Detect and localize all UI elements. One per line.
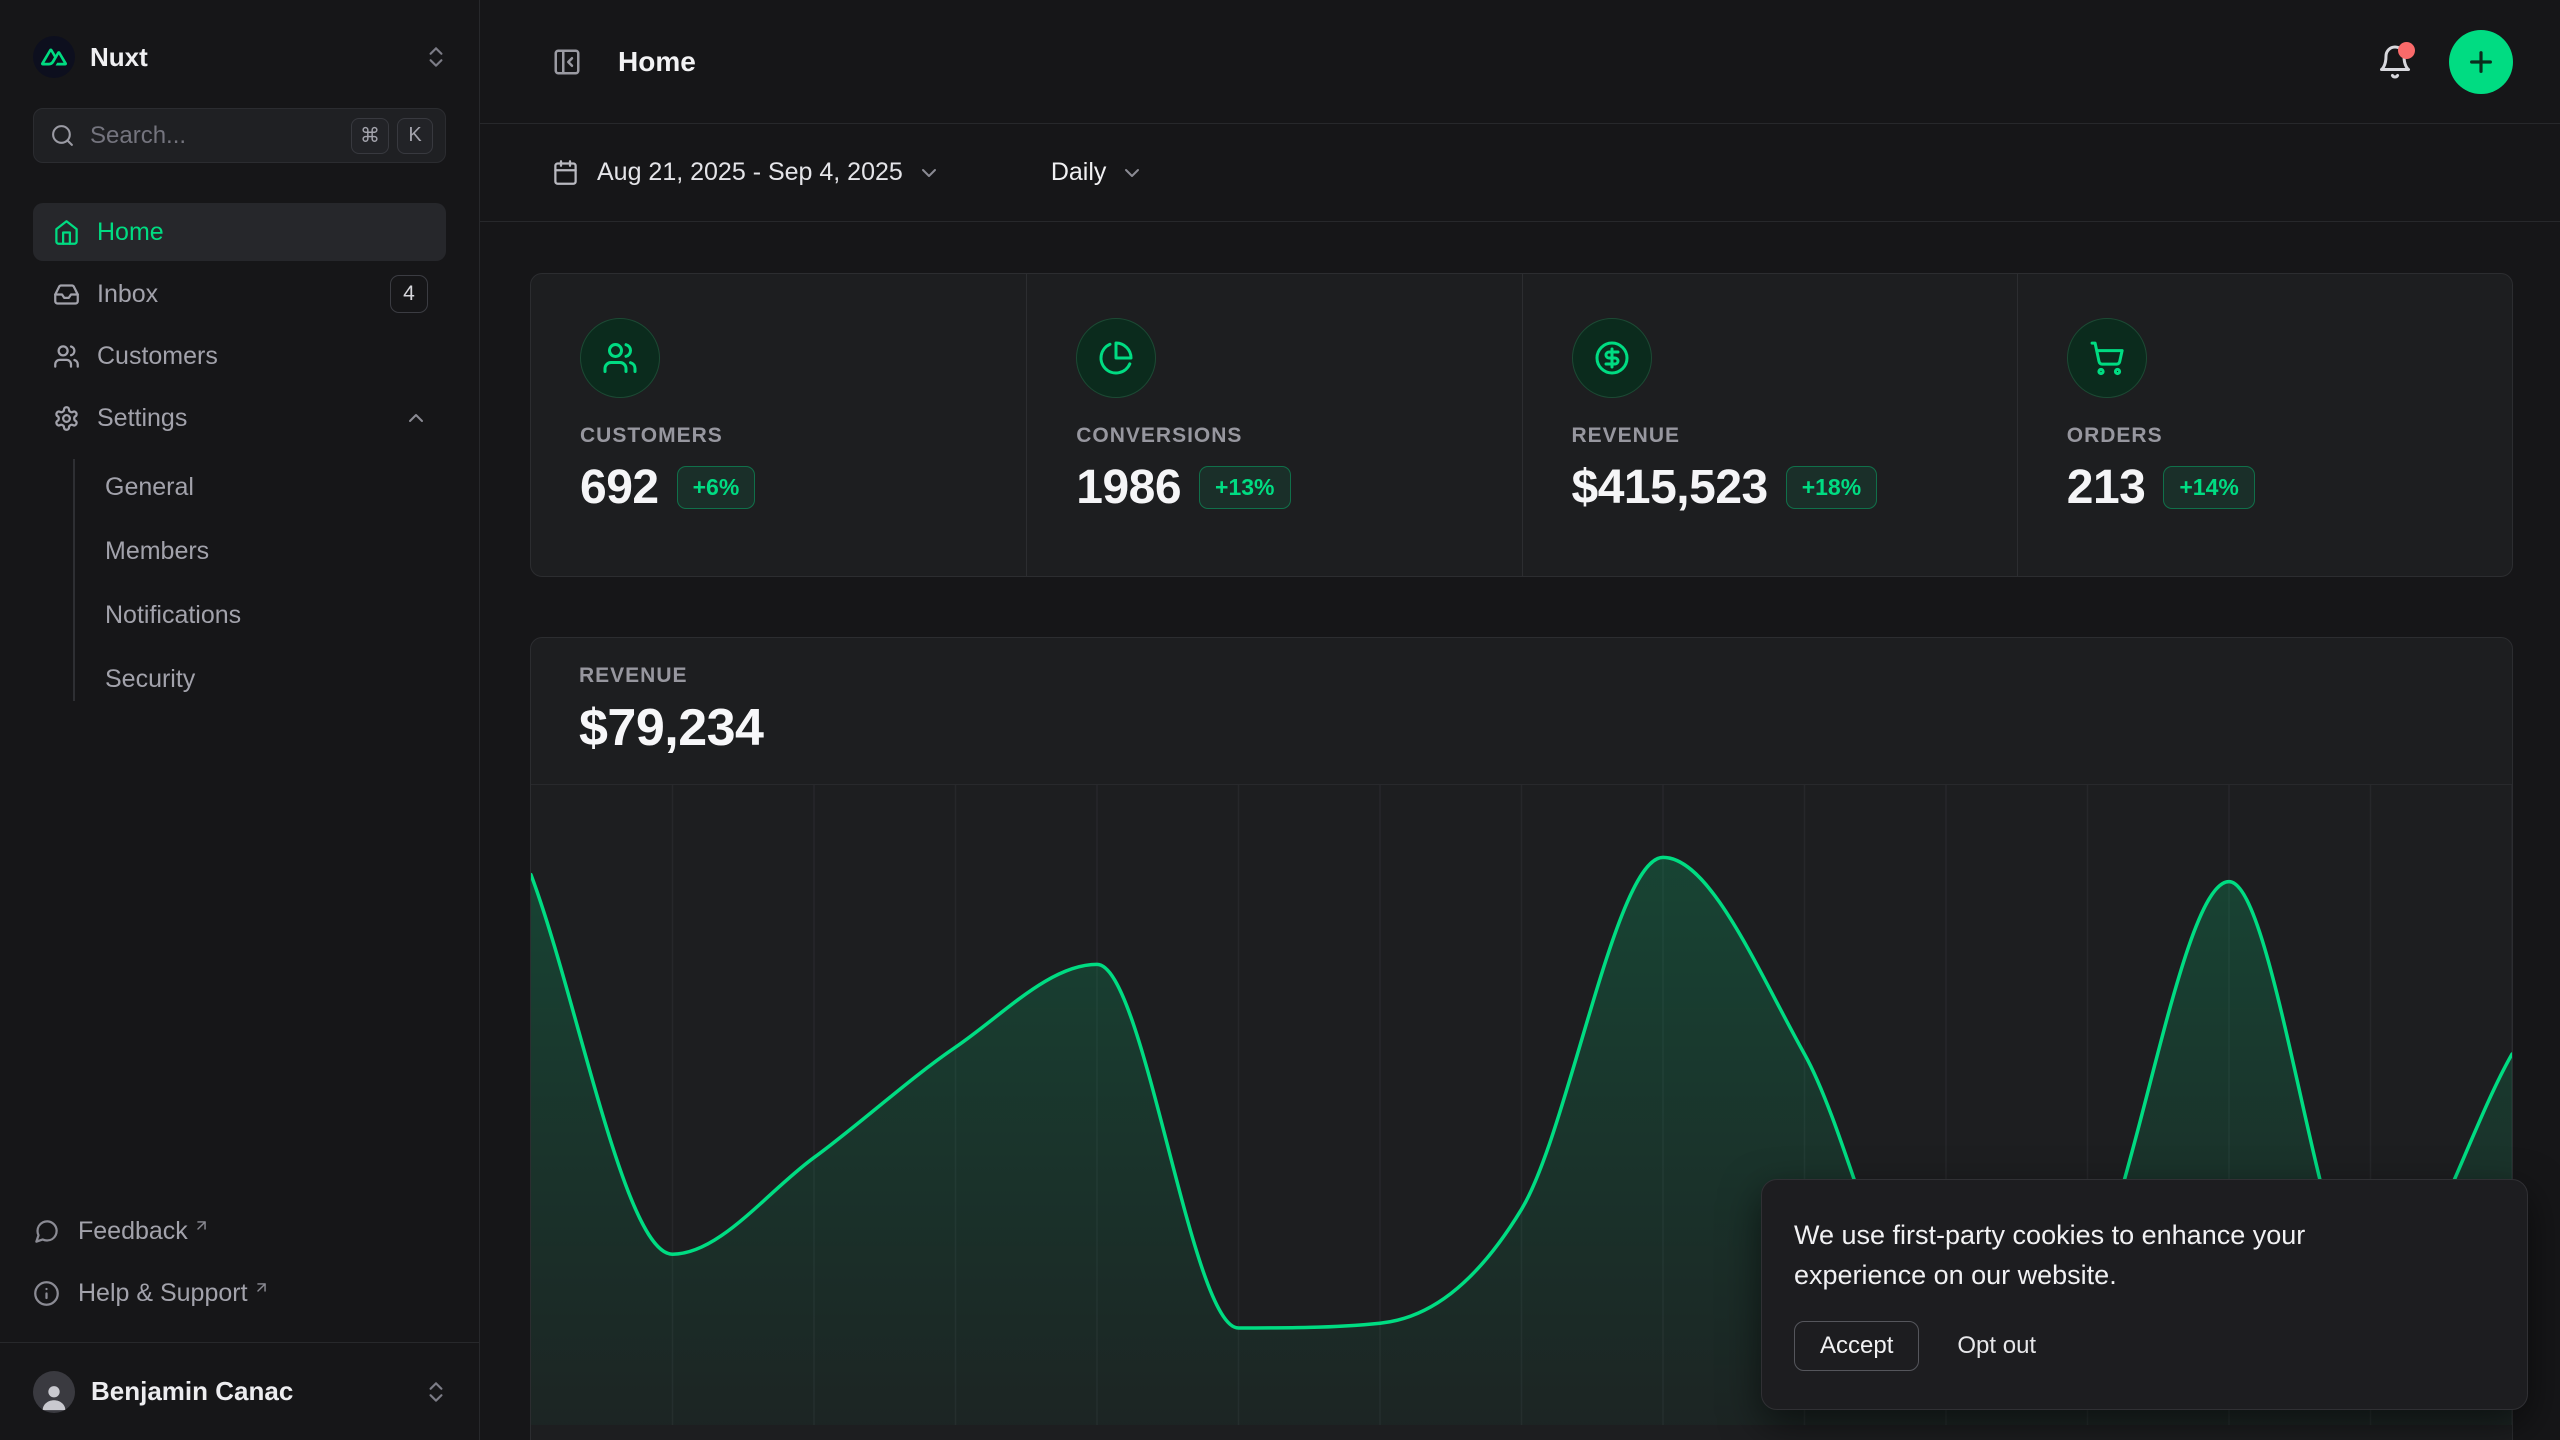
stat-delta-badge: +18% <box>1786 466 1877 509</box>
kbd-cmd: ⌘ <box>351 118 389 154</box>
chart-header: REVENUE $79,234 <box>531 638 2512 758</box>
chart-current-value: $79,234 <box>579 698 2464 758</box>
date-range-picker[interactable]: Aug 21, 2025 - Sep 4, 2025 <box>552 158 941 187</box>
home-icon <box>53 219 80 246</box>
sidebar-nav: Home Inbox 4 Customers Settings General … <box>33 203 446 711</box>
chart-title: REVENUE <box>579 664 2464 688</box>
user-menu[interactable]: Benjamin Canac <box>0 1342 479 1440</box>
chevrons-up-down-icon <box>423 1379 449 1405</box>
stat-value: $415,523 <box>1572 460 1768 515</box>
shopping-cart-icon <box>2067 318 2147 398</box>
sidebar-collapse-icon[interactable] <box>552 47 582 77</box>
granularity-value: Daily <box>1051 158 1107 187</box>
search-icon <box>50 123 75 148</box>
chevrons-up-down-icon <box>423 44 449 70</box>
cookie-banner: We use first-party cookies to enhance yo… <box>1761 1179 2528 1410</box>
sidebar-footer: Feedback Help & Support <box>33 1200 446 1324</box>
stat-delta-badge: +13% <box>1199 466 1290 509</box>
help-support-link[interactable]: Help & Support <box>33 1262 446 1324</box>
stat-card-orders[interactable]: ORDERS 213 +14% <box>2017 274 2512 576</box>
stat-label: REVENUE <box>1572 424 1997 448</box>
users-icon <box>53 343 80 370</box>
stat-card-customers[interactable]: CUSTOMERS 692 +6% <box>531 274 1026 576</box>
sidebar-item-security[interactable]: Security <box>105 647 446 711</box>
workspace-switcher[interactable]: Nuxt <box>0 0 479 78</box>
stat-value: 692 <box>580 460 659 515</box>
granularity-select[interactable]: Daily <box>1051 158 1145 187</box>
pie-chart-icon <box>1076 318 1156 398</box>
stats-row: CUSTOMERS 692 +6% CONVERSIONS 1986 +13% <box>530 273 2513 577</box>
opt-out-button[interactable]: Opt out <box>1957 1332 2036 1360</box>
message-circle-icon <box>33 1218 60 1245</box>
calendar-icon <box>552 159 579 186</box>
inbox-icon <box>53 281 80 308</box>
add-button[interactable] <box>2449 30 2513 94</box>
inbox-count-badge: 4 <box>390 275 428 313</box>
notification-dot <box>2398 42 2415 59</box>
sidebar-item-notifications[interactable]: Notifications <box>105 583 446 647</box>
stat-card-conversions[interactable]: CONVERSIONS 1986 +13% <box>1026 274 1521 576</box>
sidebar-item-label: Settings <box>97 404 187 433</box>
info-circle-icon <box>33 1280 60 1307</box>
foot-link-label: Help & Support <box>78 1279 248 1308</box>
page-title: Home <box>618 46 696 78</box>
subnav-label: General <box>105 473 194 502</box>
subnav-label: Members <box>105 537 209 566</box>
gear-icon <box>53 405 80 432</box>
circle-dollar-icon <box>1572 318 1652 398</box>
sidebar: Nuxt Search... ⌘ K Home Inbox 4 Customer… <box>0 0 480 1440</box>
notifications-button[interactable] <box>2377 44 2413 80</box>
arrow-up-right-icon <box>253 1279 270 1296</box>
kbd-k: K <box>397 118 433 154</box>
users-icon <box>580 318 660 398</box>
stat-card-revenue[interactable]: REVENUE $415,523 +18% <box>1522 274 2017 576</box>
workspace-name: Nuxt <box>90 42 148 73</box>
stat-label: CUSTOMERS <box>580 424 1006 448</box>
toolbar: Aug 21, 2025 - Sep 4, 2025 Daily <box>480 124 2560 222</box>
stat-value: 213 <box>2067 460 2146 515</box>
cookie-message: We use first-party cookies to enhance yo… <box>1794 1215 2487 1295</box>
sidebar-item-general[interactable]: General <box>105 455 446 519</box>
search-placeholder: Search... <box>90 122 186 150</box>
sidebar-item-customers[interactable]: Customers <box>33 327 446 385</box>
arrow-up-right-icon <box>193 1217 210 1234</box>
sidebar-item-label: Home <box>97 218 164 247</box>
date-range-value: Aug 21, 2025 - Sep 4, 2025 <box>597 158 903 187</box>
feedback-link[interactable]: Feedback <box>33 1200 446 1262</box>
stat-label: CONVERSIONS <box>1076 424 1501 448</box>
user-name: Benjamin Canac <box>91 1376 293 1407</box>
chevron-up-icon <box>404 406 428 430</box>
sidebar-item-members[interactable]: Members <box>105 519 446 583</box>
subnav-label: Notifications <box>105 601 241 630</box>
sidebar-item-label: Inbox <box>97 280 158 309</box>
page-header: Home <box>480 0 2560 124</box>
sidebar-item-inbox[interactable]: Inbox 4 <box>33 265 446 323</box>
sidebar-item-home[interactable]: Home <box>33 203 446 261</box>
plus-icon <box>2465 46 2497 78</box>
chevron-down-icon <box>917 161 941 185</box>
sidebar-item-label: Customers <box>97 342 218 371</box>
cookie-message-line1: We use first-party cookies to enhance yo… <box>1794 1220 2305 1250</box>
settings-submenu: General Members Notifications Security <box>33 455 446 711</box>
cookie-message-line2: experience on our website. <box>1794 1260 2117 1290</box>
chevron-down-icon <box>1120 161 1144 185</box>
stat-delta-badge: +6% <box>677 466 756 509</box>
stat-value: 1986 <box>1076 460 1181 515</box>
search-input[interactable]: Search... ⌘ K <box>33 108 446 163</box>
stat-label: ORDERS <box>2067 424 2492 448</box>
sidebar-item-settings[interactable]: Settings <box>33 389 446 447</box>
foot-link-label: Feedback <box>78 1217 188 1246</box>
subnav-label: Security <box>105 665 195 694</box>
avatar <box>33 1371 75 1413</box>
nuxt-logo-icon <box>33 36 75 78</box>
stat-delta-badge: +14% <box>2163 466 2254 509</box>
accept-button[interactable]: Accept <box>1794 1321 1919 1371</box>
